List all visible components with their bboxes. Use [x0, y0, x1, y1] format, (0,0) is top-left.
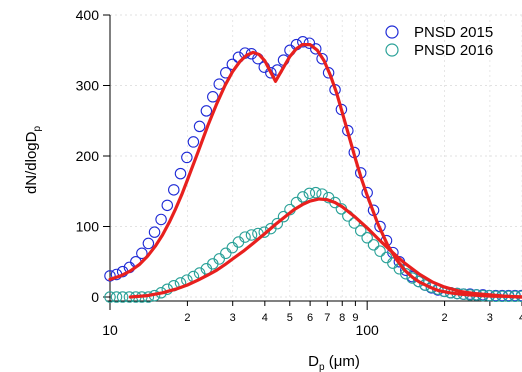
data-point — [104, 291, 116, 303]
x-minor-tick-label: 3 — [487, 312, 493, 324]
data-point — [367, 239, 380, 251]
data-point — [207, 91, 219, 103]
x-tick-label: 10 — [102, 322, 118, 338]
data-point — [309, 43, 322, 55]
series-2-markers — [104, 186, 522, 303]
data-point — [400, 267, 412, 280]
y-axis-title: dN/dlogDp — [23, 126, 43, 195]
x-minor-tick-label: 4 — [519, 312, 522, 324]
data-point — [187, 136, 200, 148]
x-axis-title-main: D — [308, 353, 319, 370]
y-tick-label: 400 — [76, 7, 100, 23]
data-point — [419, 279, 431, 291]
data-point — [374, 245, 386, 257]
data-point — [168, 184, 180, 196]
y-tick-label: 100 — [76, 219, 100, 235]
data-point — [110, 291, 123, 303]
fit-line-series-1 — [108, 42, 522, 299]
data-point — [200, 105, 213, 117]
fit-layer — [108, 42, 522, 299]
x-axis-title-sub: p — [319, 362, 325, 372]
data-point — [142, 237, 155, 250]
legend-label-1: PNSD 2015 — [414, 24, 493, 41]
data-point — [245, 229, 258, 241]
data-point — [193, 120, 206, 133]
x-axis-title-unit: (μm) — [325, 353, 360, 370]
data-point — [309, 186, 322, 199]
x-minor-tick-label: 9 — [352, 312, 358, 324]
data-point — [271, 217, 283, 230]
x-minor-tick-label: 8 — [339, 312, 345, 324]
y-axis-title-main: dN/dlogD — [23, 131, 40, 194]
data-point — [174, 167, 187, 180]
y-tick-label: 300 — [76, 78, 100, 94]
data-point — [220, 247, 232, 260]
x-tick-label: 100 — [355, 322, 379, 338]
x-minor-tick-label: 2 — [184, 312, 190, 324]
x-minor-tick-label: 7 — [324, 312, 330, 324]
x-minor-tick-label: 5 — [287, 312, 293, 324]
x-minor-tick-label: 4 — [262, 312, 268, 324]
data-point — [155, 213, 167, 226]
data-point — [412, 275, 425, 288]
data-point — [406, 272, 418, 284]
data-point — [136, 247, 148, 260]
data-point — [213, 253, 226, 265]
data-point — [303, 187, 316, 200]
data-point — [297, 36, 309, 48]
data-point — [148, 226, 161, 238]
series-1-markers — [104, 36, 522, 302]
axis-titles: Dp (μm) dN/dlogDp — [23, 126, 360, 372]
y-tick-label: 0 — [91, 289, 99, 305]
x-minor-tick-label: 3 — [230, 312, 236, 324]
legend-marker-2 — [385, 43, 399, 57]
data-point — [380, 251, 393, 264]
data-point — [265, 67, 277, 79]
x-minor-tick-label: 6 — [307, 312, 313, 324]
data-point — [316, 52, 328, 65]
data-point — [161, 199, 174, 212]
data-point — [329, 196, 341, 209]
data-point — [181, 151, 193, 164]
x-minor-tick-label: 2 — [442, 312, 448, 324]
data-point — [297, 191, 309, 203]
x-axis-title: Dp (μm) — [308, 353, 360, 372]
data-point — [361, 232, 373, 244]
data-point — [277, 210, 290, 223]
data-point — [116, 291, 129, 303]
markers-layer — [104, 36, 522, 303]
data-point — [258, 226, 271, 238]
data-point — [104, 270, 116, 282]
y-tick-label: 200 — [76, 148, 100, 164]
legend-marker-1 — [385, 25, 399, 39]
legend-label-2: PNSD 2016 — [414, 42, 493, 59]
fit-line-series-2 — [128, 197, 522, 299]
data-point — [239, 231, 251, 243]
data-point — [354, 224, 367, 237]
y-axis-title-sub: p — [32, 126, 43, 132]
